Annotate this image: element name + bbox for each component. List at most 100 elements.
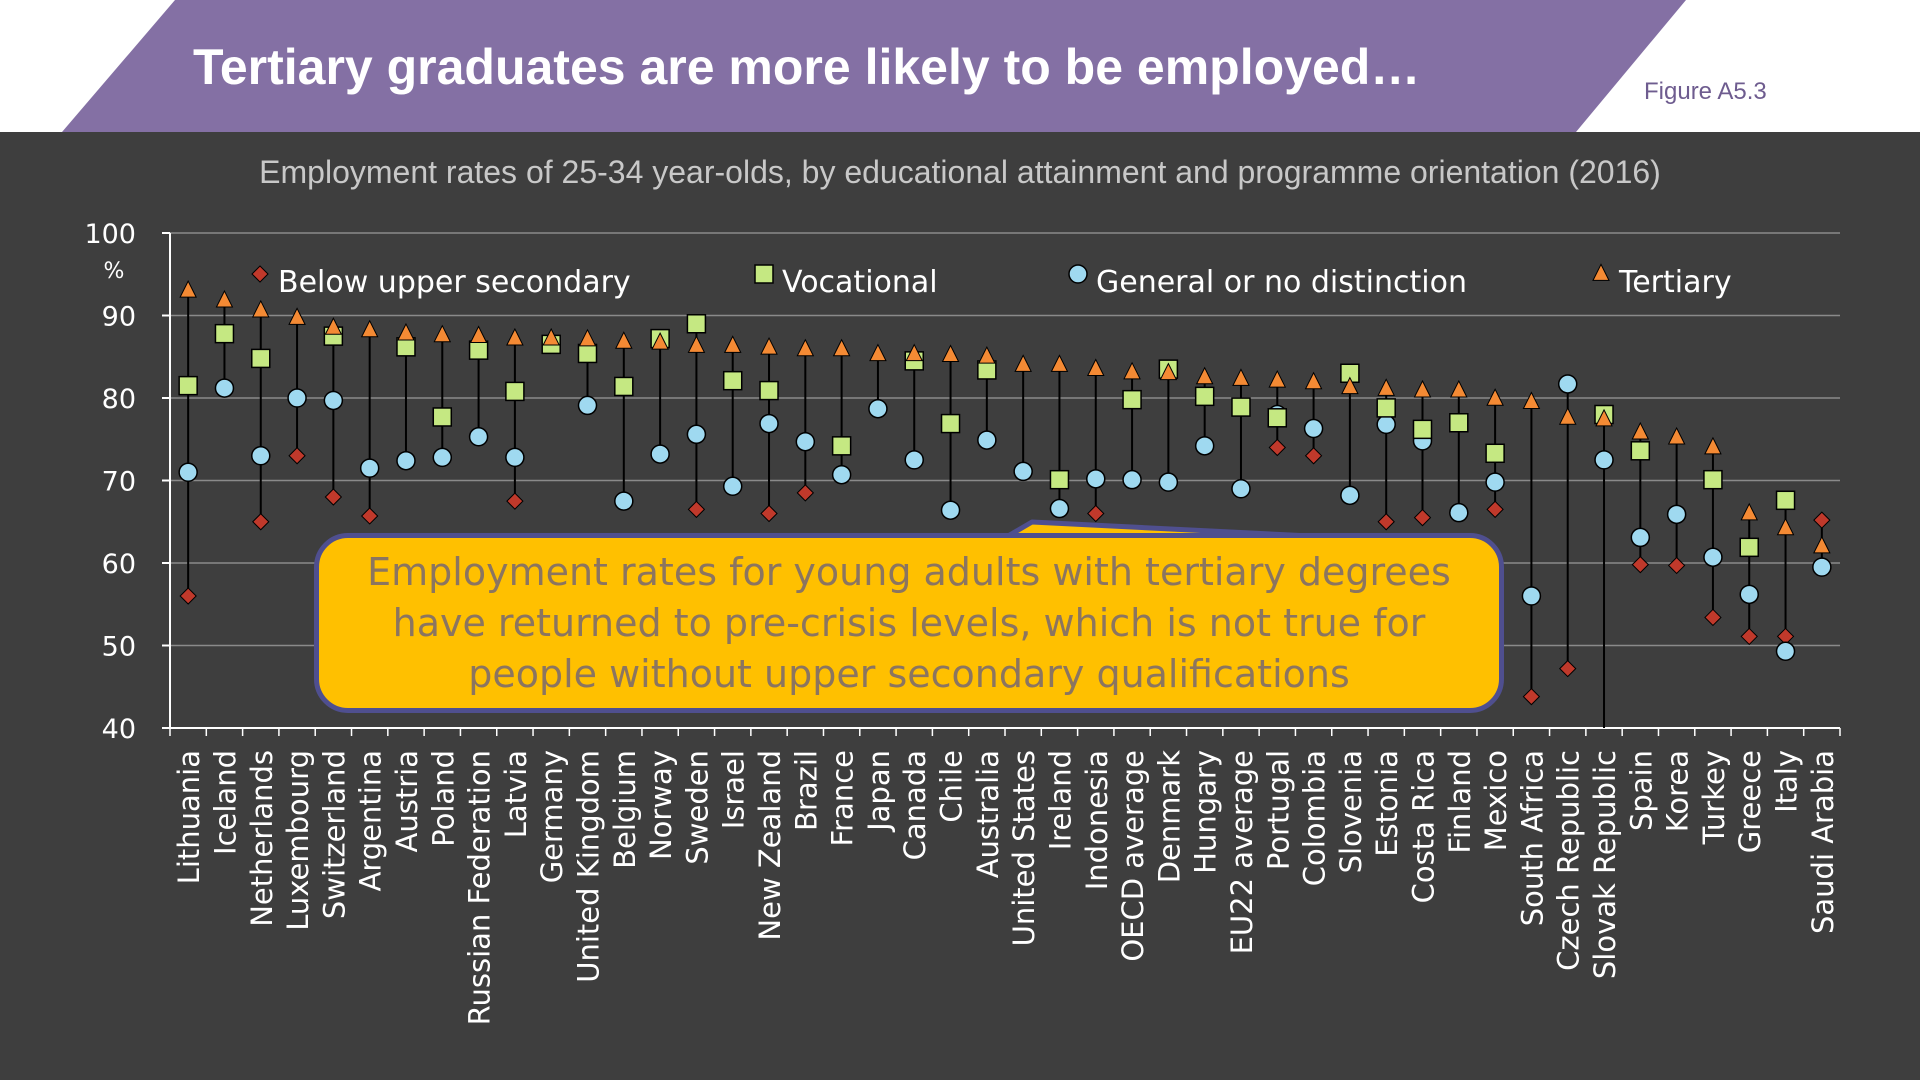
tertiary-marker — [832, 338, 851, 357]
vocational-marker — [722, 370, 743, 391]
general-marker — [831, 464, 852, 485]
tertiary-marker — [1740, 502, 1759, 521]
below-upper-secondary-marker — [1268, 438, 1286, 457]
y-tick-label: 40 — [102, 714, 136, 745]
x-tick-label: Colombia — [1298, 750, 1332, 886]
x-tick-label: Saudi Arabia — [1806, 750, 1840, 934]
vocational-marker — [1231, 397, 1251, 417]
x-tick-label: Spain — [1624, 750, 1658, 831]
general-marker — [1231, 479, 1251, 499]
tertiary-marker — [1449, 379, 1468, 398]
vocational-legend-marker — [754, 264, 774, 284]
x-tick-label: Argentina — [354, 750, 388, 891]
tertiary-marker — [1195, 366, 1214, 385]
x-tick-label: Poland — [426, 750, 460, 847]
below-upper-secondary-marker — [360, 507, 379, 525]
general-marker — [1666, 504, 1687, 525]
x-tick-label: Austria — [390, 750, 424, 852]
general-marker — [1340, 485, 1360, 506]
tertiary-marker — [179, 280, 197, 298]
x-tick-label: Turkey — [1697, 750, 1731, 845]
x-tick-label: Lithuania — [172, 750, 206, 884]
general-marker — [1703, 547, 1723, 567]
legend-item: Below upper secondary — [251, 265, 631, 300]
vocational-marker — [505, 381, 525, 402]
general-marker — [1630, 527, 1651, 548]
x-tick-label: Mexico — [1479, 750, 1513, 851]
x-tick-label: Slovak Republic — [1588, 750, 1622, 979]
x-tick-label: Australia — [971, 750, 1005, 878]
general-marker — [1594, 450, 1614, 470]
general-marker — [214, 378, 235, 398]
general-marker — [505, 447, 525, 468]
tertiary-marker — [215, 289, 234, 308]
x-tick-label: South Africa — [1515, 750, 1549, 926]
tertiary-marker — [760, 336, 778, 355]
vocational-marker — [1449, 413, 1469, 433]
y-tick-label: 100 — [84, 219, 136, 250]
tertiary-marker — [1486, 388, 1504, 406]
vocational-marker — [214, 323, 235, 344]
general-marker — [1303, 418, 1324, 439]
general-marker — [1158, 472, 1179, 492]
x-tick-label: Japan — [862, 750, 896, 833]
vocational-marker — [1739, 537, 1759, 558]
vocational-marker — [178, 375, 198, 396]
x-tick-label: EU22 average — [1225, 750, 1259, 954]
vocational-marker — [686, 314, 707, 334]
x-tick-label: Switzerland — [317, 750, 351, 919]
tertiary-marker — [1341, 376, 1359, 395]
x-tick-label: Sweden — [680, 750, 714, 865]
vocational-marker — [1376, 398, 1396, 418]
general-marker — [178, 462, 198, 482]
below-upper-secondary-marker — [324, 488, 343, 506]
below-upper-secondary-marker — [1522, 687, 1541, 706]
x-tick-label: Costa Rica — [1407, 750, 1441, 903]
general-marker — [904, 450, 924, 470]
general-marker — [1812, 557, 1832, 577]
x-tick-label: Czech Republic — [1552, 750, 1586, 971]
y-tick-label: 50 — [102, 632, 136, 663]
vocational-marker — [1122, 389, 1142, 410]
below-upper-secondary-marker — [1413, 508, 1432, 527]
callout-text: Employment rates for young adults with t… — [367, 549, 1451, 696]
legend-item: Tertiary — [1592, 263, 1732, 300]
data-markers — [178, 280, 1832, 706]
x-tick-label: Luxembourg — [281, 750, 315, 931]
general-marker — [795, 431, 816, 452]
x-tick-label: Iceland — [208, 750, 242, 855]
tertiary-marker — [1631, 421, 1650, 440]
x-tick-label: Finland — [1443, 750, 1477, 854]
general-marker — [432, 447, 453, 468]
general-marker — [650, 444, 670, 464]
chart-title: Employment rates of 25-34 year-olds, by … — [259, 154, 1661, 190]
title-banner — [62, 0, 1686, 132]
x-tick-label: Greece — [1733, 750, 1767, 853]
tertiary-marker — [905, 343, 924, 362]
general-marker — [396, 450, 416, 471]
legend-label: Tertiary — [1618, 265, 1732, 300]
tertiary-marker — [1558, 407, 1577, 425]
general-marker — [1194, 436, 1215, 456]
x-tick-label: OECD average — [1116, 750, 1150, 962]
general-legend-marker — [1068, 264, 1088, 284]
general-marker — [1739, 584, 1759, 605]
tertiary-marker — [1595, 408, 1613, 427]
tertiary-marker — [651, 332, 669, 350]
vocational-marker — [1485, 443, 1505, 464]
legend-label: General or no distinction — [1096, 265, 1467, 300]
vocational-marker — [1412, 419, 1433, 440]
x-tick-label: Netherlands — [245, 750, 279, 927]
vocational-marker — [614, 376, 634, 397]
tertiary-marker — [1776, 517, 1795, 536]
tertiary-marker — [614, 331, 633, 349]
general-marker — [577, 395, 598, 416]
below-upper-secondary-marker — [1667, 556, 1686, 575]
below-upper-secondary-marker — [179, 587, 197, 605]
tertiary-marker — [397, 322, 415, 341]
below-upper-secondary-marker — [506, 492, 524, 510]
below-upper-secondary-marker — [1486, 500, 1504, 519]
legend-label: Below upper secondary — [278, 265, 631, 300]
legend-item: General or no distinction — [1068, 264, 1467, 300]
general-marker — [323, 390, 344, 411]
